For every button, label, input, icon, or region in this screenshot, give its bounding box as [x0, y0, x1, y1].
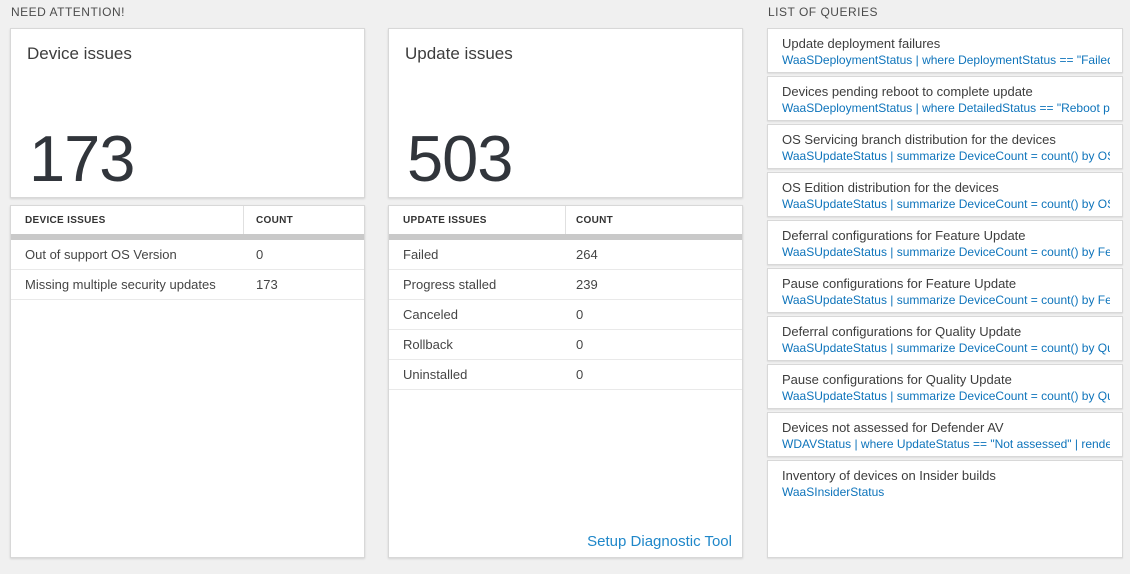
table-row[interactable]: Out of support OS Version 0 — [11, 240, 364, 270]
query-title: OS Edition distribution for the devices — [782, 180, 999, 195]
query-item[interactable]: Pause configurations for Feature Update … — [767, 268, 1123, 313]
setup-diagnostic-tool-link[interactable]: Setup Diagnostic Tool — [587, 533, 732, 550]
query-item[interactable]: OS Servicing branch distribution for the… — [767, 124, 1123, 169]
query-list: Update deployment failures WaaSDeploymen… — [767, 28, 1123, 561]
table-header-divider-bar — [11, 234, 364, 240]
row-label: Progress stalled — [403, 277, 497, 292]
query-title: Pause configurations for Feature Update — [782, 276, 1017, 291]
row-label: Missing multiple security updates — [25, 277, 216, 292]
query-title: Update deployment failures — [782, 36, 941, 51]
update-issues-header-issue: UPDATE ISSUES — [389, 206, 566, 234]
row-label: Uninstalled — [403, 367, 468, 382]
device-issues-table: DEVICE ISSUES COUNT Out of support OS Ve… — [10, 205, 365, 558]
row-label: Canceled — [403, 307, 458, 322]
query-text-link[interactable]: WaaSInsiderStatus — [782, 485, 885, 499]
row-count: 264 — [576, 247, 598, 262]
update-issues-count: 503 — [407, 122, 513, 195]
query-text-link[interactable]: WaaSUpdateStatus | summarize DeviceCount… — [782, 245, 1110, 259]
query-item[interactable]: Update deployment failures WaaSDeploymen… — [767, 28, 1123, 73]
row-label: Failed — [403, 247, 439, 262]
device-issues-count: 173 — [29, 122, 135, 195]
table-row[interactable]: Rollback 0 — [389, 330, 742, 360]
update-issues-title: Update issues — [405, 44, 513, 63]
query-item[interactable]: Inventory of devices on Insider builds W… — [767, 460, 1123, 558]
row-count: 0 — [576, 367, 584, 382]
list-of-queries-section-label: LIST OF QUERIES — [768, 5, 878, 19]
query-item[interactable]: Devices pending reboot to complete updat… — [767, 76, 1123, 121]
row-count: 0 — [256, 247, 264, 262]
table-row[interactable]: Missing multiple security updates 173 — [11, 270, 364, 300]
row-count: 0 — [576, 337, 584, 352]
update-issues-table-header: UPDATE ISSUES COUNT — [389, 206, 742, 234]
table-row[interactable]: Uninstalled 0 — [389, 360, 742, 390]
device-issues-table-header: DEVICE ISSUES COUNT — [11, 206, 364, 234]
row-count: 239 — [576, 277, 598, 292]
update-issues-table: UPDATE ISSUES COUNT Failed 264 Progress … — [388, 205, 743, 558]
query-title: Inventory of devices on Insider builds — [782, 468, 996, 483]
query-item[interactable]: Pause configurations for Quality Update … — [767, 364, 1123, 409]
update-issues-header-count: COUNT — [576, 214, 614, 226]
row-count: 173 — [256, 277, 278, 292]
device-issues-title: Device issues — [27, 44, 132, 63]
query-text-link[interactable]: WaaSUpdateStatus | summarize DeviceCount… — [782, 341, 1110, 355]
device-issues-header-count: COUNT — [256, 214, 294, 226]
query-text-link[interactable]: WaaSUpdateStatus | summarize DeviceCount… — [782, 149, 1110, 163]
query-text-link[interactable]: WaaSUpdateStatus | summarize DeviceCount… — [782, 197, 1110, 211]
query-title: OS Servicing branch distribution for the… — [782, 132, 1056, 147]
query-title: Deferral configurations for Feature Upda… — [782, 228, 1026, 243]
table-header-divider-bar — [389, 234, 742, 240]
update-issues-tile[interactable]: Update issues 503 — [388, 28, 743, 198]
query-text-link[interactable]: WaaSUpdateStatus | summarize DeviceCount… — [782, 293, 1110, 307]
row-count: 0 — [576, 307, 584, 322]
query-item[interactable]: Deferral configurations for Feature Upda… — [767, 220, 1123, 265]
device-issues-tile[interactable]: Device issues 173 — [10, 28, 365, 198]
query-title: Devices pending reboot to complete updat… — [782, 84, 1033, 99]
query-item[interactable]: Deferral configurations for Quality Upda… — [767, 316, 1123, 361]
query-title: Pause configurations for Quality Update — [782, 372, 1012, 387]
row-label: Out of support OS Version — [25, 247, 177, 262]
query-title: Deferral configurations for Quality Upda… — [782, 324, 1022, 339]
need-attention-section-label: NEED ATTENTION! — [11, 5, 125, 19]
row-label: Rollback — [403, 337, 453, 352]
query-text-link[interactable]: WDAVStatus | where UpdateStatus == "Not … — [782, 437, 1110, 451]
query-text-link[interactable]: WaaSUpdateStatus | summarize DeviceCount… — [782, 389, 1110, 403]
query-item[interactable]: Devices not assessed for Defender AV WDA… — [767, 412, 1123, 457]
table-row[interactable]: Canceled 0 — [389, 300, 742, 330]
table-row[interactable]: Progress stalled 239 — [389, 270, 742, 300]
device-issues-header-issue: DEVICE ISSUES — [11, 206, 244, 234]
query-item[interactable]: OS Edition distribution for the devices … — [767, 172, 1123, 217]
query-text-link[interactable]: WaaSDeploymentStatus | where DetailedSta… — [782, 101, 1110, 115]
query-text-link[interactable]: WaaSDeploymentStatus | where DeploymentS… — [782, 53, 1110, 67]
table-row[interactable]: Failed 264 — [389, 240, 742, 270]
query-title: Devices not assessed for Defender AV — [782, 420, 1004, 435]
